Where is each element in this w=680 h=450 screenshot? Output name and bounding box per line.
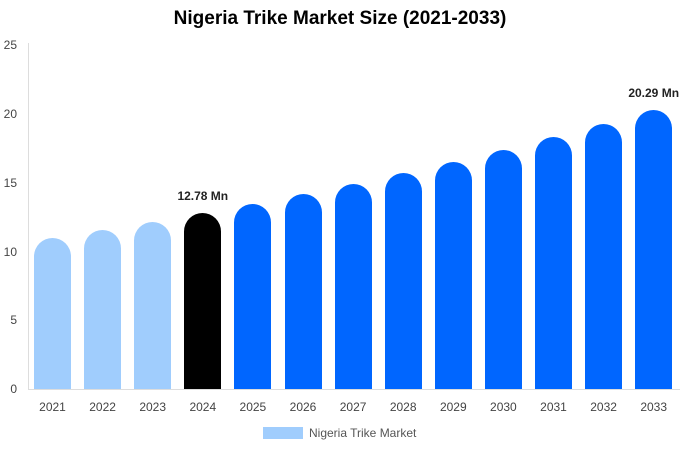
x-axis	[28, 389, 680, 390]
bar-2021[interactable]	[34, 238, 71, 389]
x-tick-label: 2032	[590, 400, 617, 414]
bar-2023[interactable]	[134, 222, 172, 389]
x-tick-label: 2021	[39, 400, 66, 414]
y-tick-label: 20	[3, 107, 17, 121]
x-tick-label: 2023	[139, 400, 167, 414]
y-tick-label: 10	[3, 244, 17, 259]
bar-2033[interactable]	[635, 110, 673, 389]
x-tick-label: 2030	[490, 400, 517, 414]
bar-2025[interactable]	[234, 204, 272, 389]
legend[interactable]: Nigeria Trike Market	[263, 426, 416, 440]
bar-2026[interactable]	[284, 194, 322, 389]
x-tick-label: 2029	[439, 400, 467, 414]
bar-2032[interactable]	[585, 123, 623, 389]
bar-2028[interactable]	[384, 173, 422, 389]
x-tick-label: 2024	[189, 400, 217, 414]
value-label: 12.78 Mn	[177, 189, 229, 204]
bar-2027[interactable]	[334, 183, 372, 389]
y-tick-label: 5	[10, 313, 17, 328]
x-tick-label: 2026	[289, 400, 317, 414]
legend-label: Nigeria Trike Market	[309, 426, 417, 440]
x-tick-label: 2033	[640, 400, 668, 414]
bar-2024[interactable]	[184, 213, 222, 389]
value-label: 20.29 Mn	[628, 86, 680, 100]
bar-2030[interactable]	[484, 149, 522, 389]
legend-swatch	[263, 427, 303, 439]
x-tick-label: 2031	[540, 400, 567, 414]
y-tick-label: 15	[3, 175, 17, 190]
y-tick-label: 25	[3, 38, 17, 53]
bar-2031[interactable]	[535, 137, 572, 389]
x-tick-label: 2022	[89, 400, 116, 414]
bar-2022[interactable]	[84, 230, 122, 389]
chart-title: Nigeria Trike Market Size (2021-2033)	[173, 8, 507, 29]
bar-2029[interactable]	[434, 161, 472, 389]
x-tick-label: 2025	[239, 400, 267, 414]
y-tick-label: 0	[10, 382, 17, 396]
x-tick-label: 2027	[339, 400, 367, 414]
y-axis	[28, 43, 29, 389]
x-tick-label: 2028	[389, 400, 417, 414]
